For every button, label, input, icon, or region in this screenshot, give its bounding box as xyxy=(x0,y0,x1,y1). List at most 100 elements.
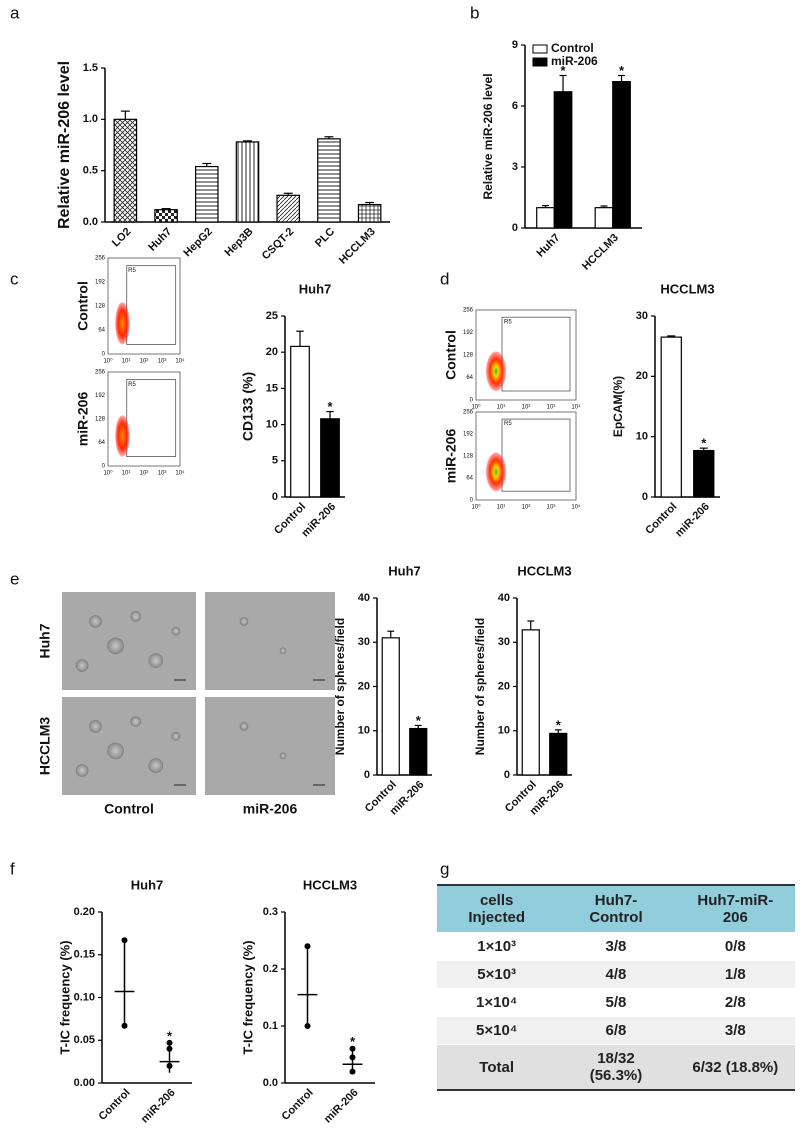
cell-text: 1×10³ xyxy=(477,938,517,955)
y-tick-label: 0.10 xyxy=(74,991,95,1003)
y-tick-label: 0 xyxy=(512,222,518,234)
y-tick-label: 30 xyxy=(636,310,648,322)
gate xyxy=(501,316,571,392)
cell-text: 5×10³ xyxy=(477,966,517,983)
y-tick-label: 0.15 xyxy=(74,949,95,961)
flow-y-tick: 64 xyxy=(466,375,473,381)
y-tick-label: 25 xyxy=(266,310,278,322)
micrograph xyxy=(62,592,196,690)
sphere xyxy=(75,659,89,672)
y-tick-label: 0.0 xyxy=(263,1077,278,1089)
flow-y-tick: 0 xyxy=(470,398,474,404)
sphere xyxy=(148,758,164,773)
data-point xyxy=(304,1023,311,1029)
y-axis-label: Relative miR-206 level xyxy=(56,61,73,229)
flow-x-tick: 10¹ xyxy=(497,505,506,511)
cell-text: 18/32 (56.3%) xyxy=(589,1050,643,1084)
y-tick-label: 30 xyxy=(358,636,370,648)
cell-text: 3/8 xyxy=(605,938,627,955)
table-row: 1×10⁴ 5/8 2/8 xyxy=(437,988,795,1017)
y-axis-label: Relative miR-206 level xyxy=(481,73,495,199)
flow-x-tick: 10³ xyxy=(158,359,167,365)
bar xyxy=(290,345,310,498)
x-tick-label: miR-206 xyxy=(322,1087,361,1126)
gate-label: R5 xyxy=(504,319,512,325)
col-label: miR-206 xyxy=(243,801,298,817)
flow-y-tick: 128 xyxy=(95,417,106,423)
flow-y-tick: 0 xyxy=(102,352,106,358)
table-cell: 1/8 xyxy=(675,960,795,989)
cell-text: 0/8 xyxy=(724,938,746,955)
cell-cloud xyxy=(115,302,130,345)
sphere xyxy=(239,617,249,626)
sphere xyxy=(239,722,249,731)
cell-text: 2/8 xyxy=(724,994,746,1011)
flow-x-tick: 10¹ xyxy=(122,359,131,365)
col-label: Control xyxy=(104,801,154,817)
chart-title: HCCLM3 xyxy=(303,877,357,892)
sphere xyxy=(148,653,164,668)
table-cell: 5×10⁴ xyxy=(437,1016,557,1045)
header-cell: Huh7-Control xyxy=(556,884,676,933)
panel-label: d xyxy=(440,269,449,288)
data-point xyxy=(304,943,311,950)
significance: * xyxy=(619,63,625,78)
y-tick-label: 0.20 xyxy=(74,906,95,918)
sphere xyxy=(107,742,124,760)
flow-y-tick: 256 xyxy=(463,308,474,314)
cell-text: 1/8 xyxy=(724,966,746,983)
sphere xyxy=(89,615,102,628)
significance: * xyxy=(416,713,422,728)
chart-title: Huh7 xyxy=(131,877,164,892)
row-label: Control xyxy=(75,281,91,331)
x-tick-label: Huh7 xyxy=(146,226,174,254)
bar xyxy=(612,80,631,229)
table-row: Total 18/32 (56.3%) 6/32 (18.8%) xyxy=(437,1044,795,1091)
y-tick-label: 0 xyxy=(364,769,370,781)
micrograph xyxy=(205,592,335,690)
flow-x-tick: 10⁰ xyxy=(471,504,481,511)
header-text: Huh7-Control xyxy=(589,892,643,926)
table-cell: Total xyxy=(437,1044,557,1091)
sphere xyxy=(75,764,89,777)
significance: * xyxy=(167,1028,173,1043)
table-row: 1×10³ 3/8 0/8 xyxy=(437,932,795,961)
y-tick-label: 1.5 xyxy=(83,62,98,74)
x-tick-label: miR-206 xyxy=(673,501,712,540)
table-cell: 1×10³ xyxy=(437,932,557,961)
sphere xyxy=(171,731,181,741)
flow-y-tick: 256 xyxy=(463,410,474,416)
cell-cloud xyxy=(486,351,506,392)
y-tick-label: 1.0 xyxy=(83,113,98,125)
flow-x-tick: 10² xyxy=(140,471,149,477)
flow-x-tick: 10² xyxy=(522,505,531,511)
table-cell: 5×10³ xyxy=(437,960,557,989)
significance: * xyxy=(701,436,707,451)
y-tick-label: 6 xyxy=(512,100,518,112)
gate-label: R5 xyxy=(128,268,136,274)
bar xyxy=(594,207,614,229)
flow-y-tick: 0 xyxy=(470,498,474,504)
bar xyxy=(549,732,568,776)
y-tick-label: 20 xyxy=(266,346,278,358)
row-label: HCCLM3 xyxy=(37,717,53,776)
bar xyxy=(409,727,428,776)
y-tick-label: 0.1 xyxy=(263,1020,278,1032)
x-tick-label: HCCLM3 xyxy=(337,226,378,267)
header-cell: Huh7-miR-206 xyxy=(675,884,795,933)
sphere xyxy=(279,752,287,760)
chart-title: HCCLM3 xyxy=(517,563,571,578)
flow-y-tick: 256 xyxy=(95,256,106,262)
table-cell: 1×10⁴ xyxy=(437,988,557,1017)
flow-y-tick: 0 xyxy=(102,464,106,470)
bar xyxy=(154,209,178,223)
y-tick-label: 3 xyxy=(512,161,518,173)
flow-x-tick: 10³ xyxy=(547,505,556,511)
bar xyxy=(320,418,340,498)
sphere xyxy=(89,720,102,733)
header-cell: cells Injected xyxy=(437,884,557,933)
table-cell: 3/8 xyxy=(675,1016,795,1045)
cell-text: Total xyxy=(479,1058,515,1076)
